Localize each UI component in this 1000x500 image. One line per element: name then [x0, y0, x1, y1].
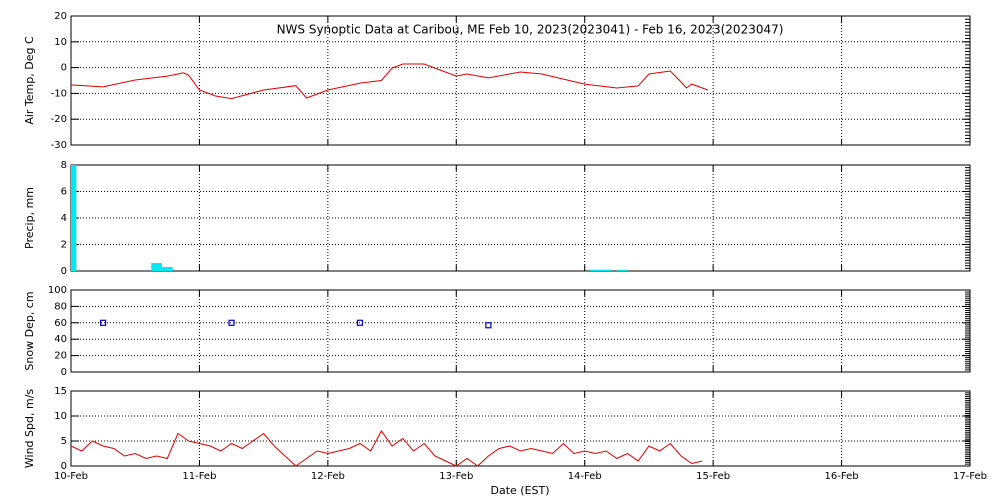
y-tick-label: 60 — [54, 318, 67, 329]
y-tick-label: 20 — [54, 351, 67, 362]
bar — [71, 165, 77, 271]
point — [100, 319, 107, 326]
y-tick-label: 0 — [61, 63, 67, 74]
y-tick-label: 10 — [54, 411, 67, 422]
y-tick-label: -20 — [51, 114, 67, 125]
point — [485, 322, 492, 329]
y-tick-label: 80 — [54, 301, 67, 312]
y-axis-label: Air Temp, Deg C — [23, 36, 36, 125]
y-tick-label: 8 — [61, 160, 67, 171]
y-tick-label: 0 — [61, 367, 67, 378]
point — [228, 319, 235, 326]
plot-frame — [70, 289, 971, 373]
y-axis-label: Snow Dep, cm — [23, 291, 36, 370]
x-tick-label: 16-Feb — [825, 471, 859, 482]
y-tick-label: 5 — [61, 436, 67, 447]
plot-frame — [70, 390, 971, 467]
y-tick-label: 10 — [54, 37, 67, 48]
bar — [161, 267, 173, 271]
x-tick-label: 11-Feb — [182, 471, 216, 482]
y-tick-label: -30 — [51, 140, 67, 151]
x-tick-label: 10-Feb — [54, 471, 88, 482]
y-axis-label: Wind Spd, m/s — [23, 389, 36, 469]
y-tick-label: 4 — [61, 213, 67, 224]
x-tick-label: 14-Feb — [568, 471, 602, 482]
y-tick-label: 0 — [61, 266, 67, 277]
y-tick-label: 2 — [61, 240, 67, 251]
point — [356, 319, 364, 326]
x-tick-label: 13-Feb — [439, 471, 473, 482]
y-tick-label: 100 — [48, 285, 67, 296]
x-tick-label: 17-Feb — [953, 471, 987, 482]
x-axis-label: Date (EST) — [490, 484, 549, 497]
bar — [600, 269, 612, 271]
y-tick-label: 6 — [61, 187, 67, 198]
y-tick-label: 0 — [61, 461, 67, 472]
y-tick-label: 40 — [54, 334, 67, 345]
data-line — [70, 430, 703, 467]
chart-title: NWS Synoptic Data at Caribou, ME Feb 10,… — [277, 23, 784, 37]
data-line — [70, 63, 708, 100]
y-axis-label: Precip, mm — [23, 187, 36, 249]
bar — [151, 263, 162, 271]
y-tick-label: -10 — [51, 88, 67, 99]
bar — [590, 269, 601, 271]
plot-frame — [70, 15, 971, 146]
x-tick-label: 12-Feb — [311, 471, 345, 482]
y-tick-label: 15 — [54, 386, 67, 397]
x-tick-label: 15-Feb — [696, 471, 730, 482]
bar — [616, 269, 628, 271]
y-tick-label: 20 — [54, 11, 67, 22]
